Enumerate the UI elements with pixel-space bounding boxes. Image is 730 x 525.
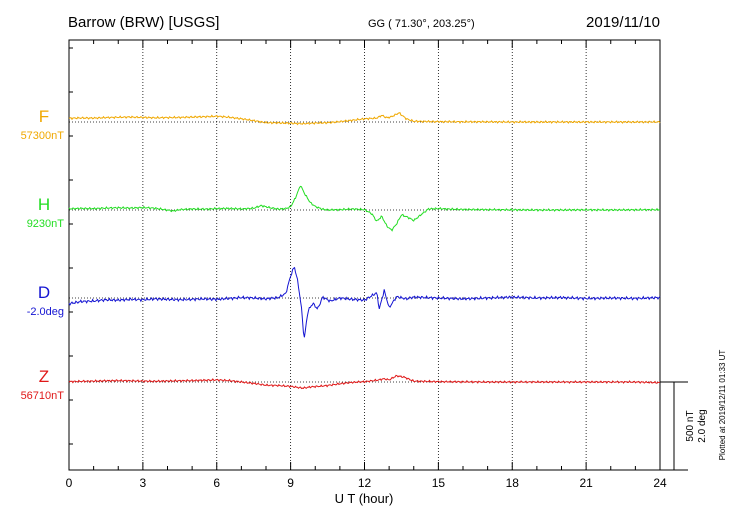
x-tick-label-9: 9 (287, 476, 294, 490)
station-title: Barrow (BRW) [USGS] (68, 14, 219, 31)
series-baseline-D: -2.0deg (27, 306, 64, 318)
x-axis-label: U T (hour) (335, 491, 394, 506)
scale-bar: 500 nT 2.0 deg (660, 381, 708, 471)
x-tick-label-3: 3 (140, 476, 147, 490)
series-line-H (68, 185, 661, 232)
series-baseline-F: 57300nT (21, 130, 65, 142)
series-line-Z (68, 374, 661, 390)
date-label: 2019/11/10 (586, 14, 660, 31)
x-tick-label-12: 12 (358, 476, 372, 490)
series-name-D: D (38, 283, 50, 302)
series-name-F: F (39, 107, 49, 126)
series-name-Z: Z (39, 367, 49, 386)
x-tick-label-0: 0 (66, 476, 73, 490)
scale-label-nt: 500 nT (685, 410, 696, 441)
plot-frame (68, 39, 661, 471)
series-line-F (68, 112, 661, 126)
x-tick-label-21: 21 (579, 476, 593, 490)
x-tick-label-24: 24 (653, 476, 667, 490)
series-name-H: H (38, 195, 50, 214)
coordinates-label: GG ( 71.30°, 203.25°) (368, 18, 475, 30)
series-baseline-Z: 56710nT (21, 390, 65, 402)
series-line-D (68, 266, 661, 338)
x-tick-label-15: 15 (432, 476, 446, 490)
series-baseline-H: 9230nT (27, 218, 65, 230)
scale-label-deg: 2.0 deg (697, 409, 708, 442)
plotted-timestamp: Plotted at 2019/12/11 01:33 UT (718, 350, 727, 461)
x-tick-label-6: 6 (213, 476, 220, 490)
x-tick-label-18: 18 (506, 476, 520, 490)
plot-area: 0 3 6 9 12 15 18 21 24 F 57300nT H 9230nT D -2.0deg Z 56… (21, 39, 667, 490)
